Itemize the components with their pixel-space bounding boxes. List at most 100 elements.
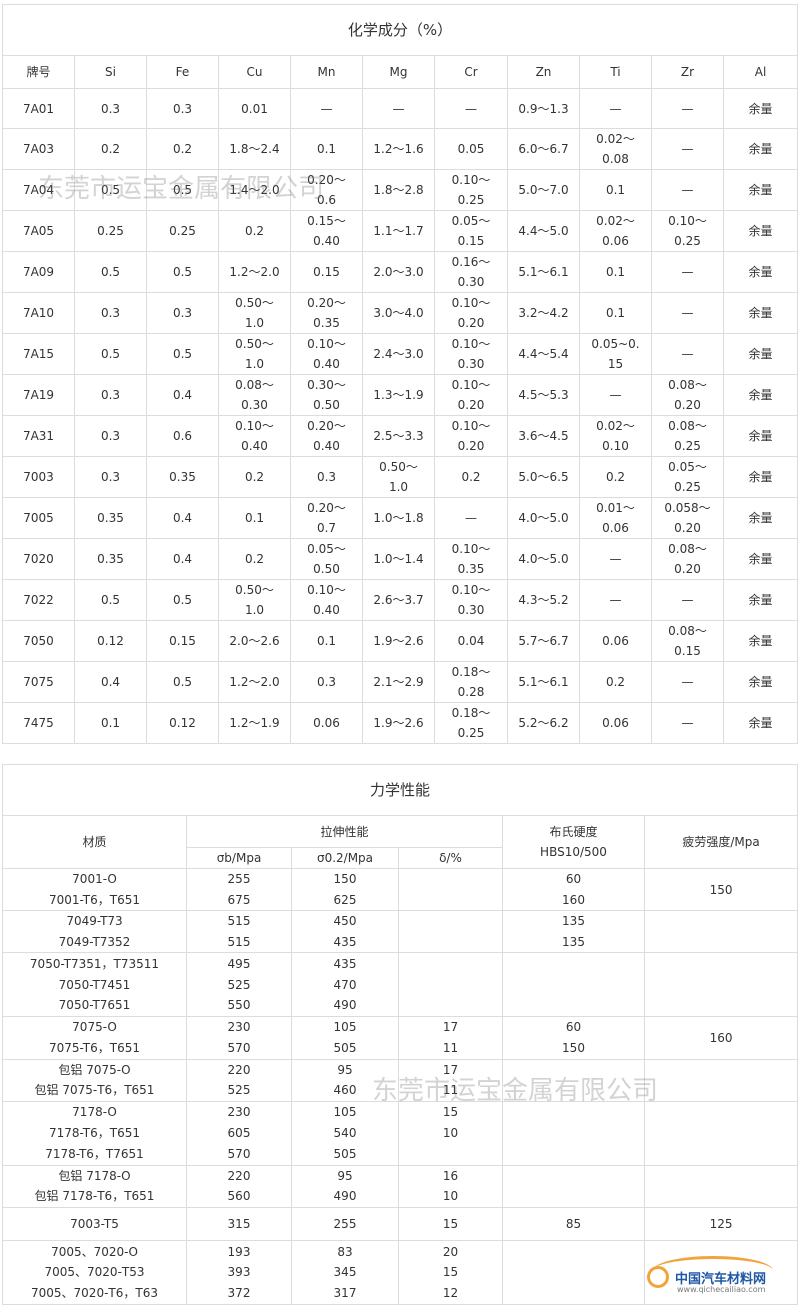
- composition-cell: 余量: [722, 374, 799, 416]
- composition-cell: —: [651, 169, 724, 211]
- composition-cell: 2.0～2.6: [218, 620, 291, 662]
- composition-cell: 5.0～7.0: [507, 169, 580, 211]
- hardness-cell: 135 135: [502, 910, 645, 954]
- composition-cell: 0.3: [290, 661, 363, 703]
- cell-line: [506, 1144, 641, 1165]
- cell-line: [506, 954, 641, 975]
- composition-cell: 0.08～ 0.20: [651, 538, 724, 580]
- composition-cell: 0.3: [290, 456, 363, 498]
- cell-line: 550: [227, 998, 251, 1013]
- composition-cell: 4.3～5.2: [507, 579, 580, 621]
- composition-cell: 1.9～2.6: [362, 702, 435, 744]
- table-row: 7A03 0.2 0.2 1.8～2.4 0.1 1.2～1.6 0.05 6.0～6.7 0.…: [2, 128, 799, 170]
- composition-cell: 0.10～ 0.20: [434, 292, 508, 334]
- table-row: 7001-O 7001-T6，T651 255 675 150 625 60 160 150: [2, 867, 799, 912]
- cell-line: 605: [227, 1125, 251, 1140]
- elongation-cell: [398, 952, 503, 1018]
- tensile-strength-cell: 220 525: [186, 1058, 292, 1102]
- cell-line: [506, 995, 641, 1016]
- cell-line: 515: [227, 934, 251, 949]
- composition-cell: 0.01: [218, 88, 291, 129]
- composition-cell: 余量: [722, 538, 799, 580]
- cell-line: 60: [565, 872, 582, 886]
- header-hardness: 布氏硬度 HBS10/500: [502, 815, 645, 869]
- hardness-cell: [502, 952, 645, 1018]
- composition-cell: —: [651, 661, 724, 703]
- header-fatigue: 疲劳强度/Mpa: [643, 815, 799, 869]
- composition-cell: 1.3～1.9: [362, 374, 435, 416]
- composition-cell: 0.2: [218, 210, 291, 252]
- tensile-strength-cell: 230 570: [186, 1016, 292, 1060]
- composition-cell: 0.20～ 0.35: [290, 292, 363, 334]
- composition-cell: 0.1: [74, 702, 147, 744]
- table-row: 7003-T5 315 255 15 85 125: [2, 1206, 799, 1241]
- table-row: 7050-T7351，T73511 7050-T7451 7050-T7651 495…: [2, 952, 799, 1018]
- cell-line: 15: [442, 1216, 459, 1231]
- composition-cell: 余量: [722, 661, 799, 703]
- cell-line: 450: [333, 914, 357, 929]
- column-header: Cu: [218, 55, 291, 89]
- composition-cell: 2.0～3.0: [362, 251, 435, 293]
- cell-line: 393: [227, 1265, 251, 1280]
- elongation-cell: 15: [398, 1206, 503, 1241]
- mechanical-table: 力学性能 材质 拉伸性能 布氏硬度 HBS10/500 疲劳强度/Mpa σb/…: [1, 764, 799, 1305]
- hardness-cell: [502, 1058, 645, 1102]
- cell-line: 7049-T73: [66, 914, 123, 929]
- composition-cell: 0.5: [74, 333, 147, 375]
- composition-cell: 0.4: [146, 374, 219, 416]
- grade-cell: 7A31: [2, 415, 75, 457]
- composition-cell: 0.05~0. 15: [579, 333, 652, 375]
- cell-line: 317: [333, 1285, 357, 1300]
- material-cell: 7178-O 7178-T6，T651 7178-T6，T7651: [2, 1100, 187, 1166]
- cell-line: 490: [333, 998, 357, 1013]
- cell-line: 255: [227, 872, 251, 886]
- elongation-cell: 17 11: [398, 1058, 503, 1102]
- cell-line: 7050-T7651: [58, 998, 131, 1013]
- composition-cell: 2.1～2.9: [362, 661, 435, 703]
- composition-cell: 4.5～5.3: [507, 374, 580, 416]
- table-row: 7005、7020-O 7005、7020-T53 7005、7020-T6，T63…: [2, 1239, 799, 1305]
- composition-cell: 余量: [722, 620, 799, 662]
- grade-cell: 7475: [2, 702, 75, 744]
- composition-cell: 余量: [722, 333, 799, 375]
- cell-line: [402, 932, 499, 953]
- yield-strength-cell: 105 505: [291, 1016, 399, 1060]
- composition-cell: 5.1～6.1: [507, 661, 580, 703]
- composition-cell: 0.5: [146, 661, 219, 703]
- composition-cell: 0.18～ 0.28: [434, 661, 508, 703]
- cell-line: 525: [227, 1083, 251, 1098]
- fatigue-cell: [643, 1239, 799, 1305]
- composition-cell: 4.0～5.0: [507, 538, 580, 580]
- yield-strength-cell: 105 540 505: [291, 1100, 399, 1166]
- fatigue-cell: [643, 952, 799, 1018]
- elongation-cell: 17 11: [398, 1016, 503, 1060]
- cell-line: 220: [227, 1168, 251, 1183]
- cell-line: 11: [442, 1083, 459, 1098]
- composition-cell: 0.35: [74, 497, 147, 539]
- column-header: Zn: [507, 55, 580, 89]
- fatigue-cell: 150: [643, 867, 799, 912]
- column-header: Ti: [579, 55, 652, 89]
- composition-cell: 余量: [722, 251, 799, 293]
- grade-cell: 7022: [2, 579, 75, 621]
- tensile-strength-cell: 193 393 372: [186, 1239, 292, 1305]
- elongation-cell: 16 10: [398, 1164, 503, 1208]
- composition-cell: 0.16～ 0.30: [434, 251, 508, 293]
- composition-table: 化学成分（%） 牌号 Si Fe Cu Mn Mg Cr Zn Ti Zr Al 7A01 0.3 0.…: [1, 4, 799, 744]
- table-row: 7A09 0.5 0.5 1.2～2.0 0.15 2.0～3.0 0.16～ 0.30 5.…: [2, 251, 799, 293]
- cell-line: 570: [227, 1146, 251, 1161]
- cell-line: 193: [227, 1244, 251, 1259]
- composition-cell: 0.1: [579, 251, 652, 293]
- composition-cell: 2.6～3.7: [362, 579, 435, 621]
- grade-cell: 7A15: [2, 333, 75, 375]
- cell-line: 11: [442, 1040, 459, 1055]
- composition-cell: 0.3: [74, 415, 147, 457]
- tensile-strength-cell: 515 515: [186, 910, 292, 954]
- cell-line: [506, 1102, 641, 1123]
- cell-line: 560: [227, 1189, 251, 1204]
- cell-line: 包铝 7075-O: [58, 1062, 131, 1077]
- table-row: 7A05 0.25 0.25 0.2 0.15～ 0.40 1.1～1.7 0.05～ 0.…: [2, 210, 799, 252]
- column-header: Al: [722, 55, 799, 89]
- cell-line: 105: [333, 1020, 357, 1035]
- cell-line: 105: [333, 1105, 357, 1120]
